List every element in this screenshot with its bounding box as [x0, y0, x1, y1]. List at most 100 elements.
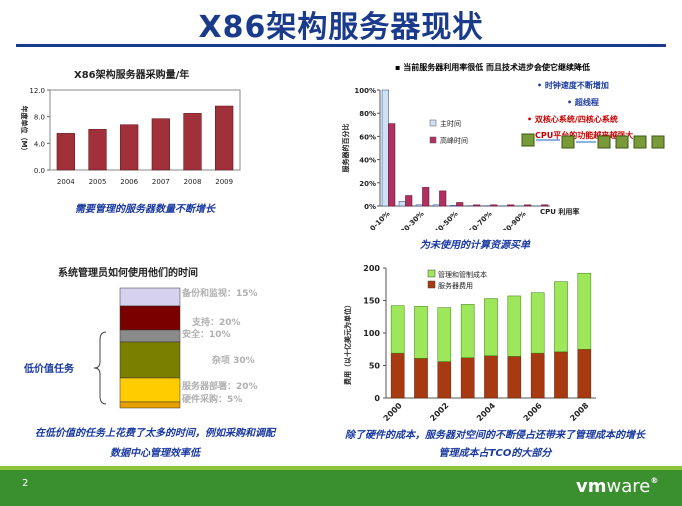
y-tick-label: 80% — [359, 110, 376, 118]
y-tick-label: 8.0 — [34, 114, 45, 122]
bar-management-cost — [530, 292, 545, 354]
legend-swatch — [427, 269, 436, 278]
cpu-chip-icon — [651, 135, 665, 149]
bar-management-cost — [390, 305, 405, 354]
cpu-utilization-chart: 0% 20% 40% 60% 80% 100% 服务器的百分比 0-10% 20-30% 40-5… — [341, 87, 579, 230]
x-tick-label: 2000 — [382, 401, 404, 423]
bar — [215, 105, 234, 171]
panel2-bullets: ▪ 当前服务器利用率很低 而且技术进步会使它继续降低 • 时钟速度不断增加 • … — [395, 62, 675, 152]
bar-server-cost — [437, 361, 452, 399]
segment-label: 硬件采购：5% — [182, 393, 242, 405]
y-tick-label: 20% — [359, 180, 376, 188]
bar — [456, 202, 464, 207]
x-tick-label: 0-10% — [369, 210, 392, 230]
bar — [490, 204, 498, 207]
legend-swatch — [427, 280, 436, 289]
bar — [432, 204, 440, 207]
cpu-chip-icon — [597, 135, 611, 149]
x-tick-label: 2004 — [475, 401, 497, 423]
bar — [473, 204, 481, 207]
y-tick-label: 60% — [359, 133, 376, 141]
x-tick-label: 2008 — [568, 401, 590, 423]
admin-time-stacked-bar: 备份和监视：15% 支持：20%安全：10% 杂项 30% 服务器部署：20%硬件采购… — [23, 287, 258, 409]
bar-management-cost — [484, 298, 498, 356]
segment-label: 安全：10% — [182, 328, 231, 340]
y-axis-label: 年度单位（M） — [20, 106, 29, 155]
x-axis-label: CPU 利用率 — [540, 207, 579, 216]
bar-server-cost — [577, 349, 592, 399]
arrow-icon — [536, 139, 596, 143]
legend-label: 高峰时间 — [440, 136, 468, 145]
bracket — [93, 331, 107, 405]
x-tick-label: 2004 — [57, 178, 75, 186]
bar-server-cost — [460, 357, 475, 399]
bar — [541, 204, 549, 207]
panel1-caption: 需要管理的服务器数量不断增长 — [75, 204, 215, 215]
bar — [56, 133, 75, 171]
legend-swatch — [429, 136, 437, 144]
cpu-chip-icon — [615, 135, 629, 149]
bar — [381, 89, 389, 207]
x-tick-label: 2006 — [522, 401, 544, 423]
x-tick-label: 2008 — [184, 178, 202, 186]
y-tick-label: 150 — [363, 297, 380, 306]
bar-management-cost — [507, 295, 522, 357]
bar-server-cost — [530, 352, 545, 399]
vmware-logo: vmware® — [576, 476, 659, 497]
bar-server-cost — [554, 351, 568, 399]
panel2-caption: 为未使用的计算资源买单 — [420, 240, 530, 251]
segment-label: 杂项 30% — [212, 354, 255, 366]
bar-management-cost — [437, 307, 452, 362]
panel4-caption-line-1: 除了硬件的成本，服务器对空间的不断侵占还带来了管理成本的增长 — [345, 430, 645, 441]
y-tick-label: 0 — [374, 394, 380, 403]
bullet-1: ▪ 当前服务器利用率很低 而且技术进步会使它继续降低 — [395, 63, 591, 72]
management-cost-chart: 0 50 100 150 200 费用（以十亿美元为单位） 2000 2002 2004 2006… — [343, 264, 596, 423]
x-tick-label: 2002 — [428, 401, 450, 423]
bar — [151, 118, 170, 171]
y-tick-label: 0.0 — [34, 167, 45, 175]
bar — [439, 190, 447, 207]
bar — [524, 204, 532, 207]
bullet-4: • 双核心系统/四核心系统 — [527, 115, 618, 124]
bar-management-cost — [577, 272, 592, 350]
y-tick-label: 40% — [359, 157, 376, 165]
bar — [183, 113, 202, 171]
panel3-caption-line-2: 数据中心管理效率低 — [110, 448, 200, 459]
stacked-segment — [119, 341, 181, 379]
bar — [120, 124, 139, 171]
y-tick-label: 100 — [363, 329, 380, 338]
x-tick-label: 2007 — [152, 178, 170, 186]
segment-label: 支持：20% — [191, 316, 241, 328]
x-tick-label: 2009 — [215, 178, 233, 186]
panel3-title: 系统管理员如何使用他们的时间 — [58, 268, 198, 279]
segment-label: 服务器部署：20% — [182, 380, 258, 392]
cpu-chip-icon — [561, 135, 575, 149]
bar — [422, 187, 430, 207]
legend-swatch — [429, 119, 437, 127]
x-tick-label: 80-90% — [501, 210, 527, 230]
cpu-chip-icons — [521, 133, 665, 149]
x-tick-label: 2006 — [120, 178, 138, 186]
bar-management-cost — [414, 306, 428, 359]
x-tick-label: 20-30% — [399, 210, 425, 230]
x-tick-label: 40-50% — [433, 210, 459, 230]
footer-stripe — [0, 466, 682, 470]
bar-server-cost — [390, 352, 405, 399]
footer-bar — [0, 470, 682, 506]
bar-server-cost — [484, 355, 498, 399]
bar-management-cost — [460, 304, 475, 358]
panel1-title: X86架构服务器采购量/年 — [74, 70, 190, 81]
bar — [449, 205, 457, 207]
stacked-segment — [119, 305, 181, 331]
bar-server-cost — [507, 356, 522, 399]
bracket-label: 低价值任务 — [23, 362, 75, 375]
slide-title: X86架构服务器现状 — [198, 10, 484, 45]
cpu-chip-icon — [633, 135, 647, 149]
stacked-segment — [119, 329, 181, 343]
legend-label: 主时间 — [440, 119, 461, 128]
plot-area — [49, 89, 241, 171]
legend-label: 服务器费用 — [438, 281, 473, 290]
stacked-segment — [119, 287, 181, 307]
bullet-2: • 时钟速度不断增加 — [537, 81, 609, 90]
stacked-segment — [119, 377, 181, 403]
